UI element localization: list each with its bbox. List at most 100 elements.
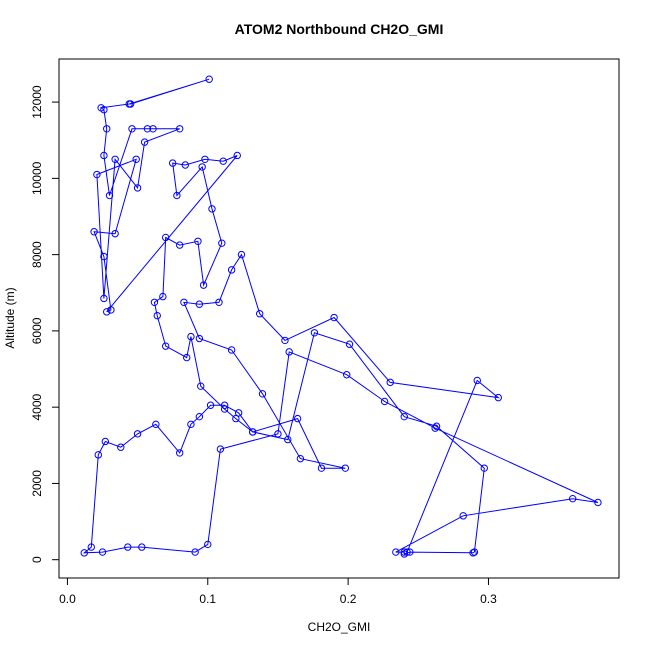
data-point: [107, 306, 115, 314]
x-tick-label: 0.1: [199, 592, 216, 606]
data-point: [98, 548, 107, 556]
data-point: [183, 353, 191, 362]
data-point: [198, 163, 206, 171]
y-axis-label: Altitude (m): [3, 287, 17, 348]
y-tick-label: 6000: [30, 317, 44, 344]
data-point: [100, 252, 108, 261]
data-point: [233, 151, 241, 160]
x-tick-label: 0.0: [59, 592, 76, 606]
data-point: [187, 332, 195, 341]
series-layer: [80, 75, 602, 558]
data-point: [284, 435, 292, 444]
data-point: [100, 106, 108, 114]
data-point: [100, 151, 108, 160]
data-point: [153, 311, 161, 320]
data-point: [341, 464, 350, 472]
data-point: [103, 308, 111, 316]
data-point: [220, 401, 229, 409]
x-axis-label: CH2O_GMI: [308, 620, 371, 634]
data-point: [105, 191, 114, 200]
x-tick-label: 0.2: [340, 592, 357, 606]
data-point: [258, 390, 267, 398]
data-point: [195, 300, 204, 308]
data-point: [117, 443, 125, 451]
data-point: [469, 549, 477, 557]
data-point: [343, 371, 351, 379]
data-point: [140, 138, 149, 146]
data-point: [204, 540, 212, 549]
data-point: [111, 229, 119, 238]
data-point: [180, 298, 188, 306]
data-point: [201, 155, 209, 163]
data-point: [285, 348, 293, 356]
data-point: [345, 340, 354, 348]
data-point: [173, 191, 181, 200]
data-point: [330, 313, 338, 322]
data-point: [234, 409, 243, 417]
data-point: [216, 445, 225, 453]
data-point: [208, 205, 216, 213]
y-tick-label: 0: [30, 556, 44, 563]
data-point: [128, 125, 136, 133]
data-point: [94, 451, 102, 459]
data-point: [432, 422, 441, 430]
x-axis: 0.0 0.1 0.2 0.3: [59, 577, 497, 606]
data-point: [215, 298, 223, 306]
chart-title: ATOM2 Northbound CH2O_GMI: [235, 21, 444, 37]
data-point: [219, 157, 227, 165]
data-point: [281, 336, 289, 345]
data-point: [176, 241, 184, 249]
plot-frame: [58, 58, 620, 579]
y-tick-label: 12000: [30, 85, 44, 119]
data-point: [195, 412, 204, 421]
data-point: [194, 237, 202, 245]
y-tick-label: 8000: [30, 241, 44, 268]
data-point: [197, 382, 205, 390]
data-point: [191, 548, 199, 556]
data-point: [132, 155, 140, 163]
data-point: [187, 420, 195, 429]
series-line: [82, 78, 599, 555]
data-point: [218, 239, 226, 247]
data-point: [176, 125, 184, 133]
y-axis: 0 2000 4000 6000 8000 10000 12000: [30, 85, 60, 563]
data-point: [227, 346, 236, 354]
data-point: [400, 412, 408, 421]
data-point: [133, 184, 142, 192]
data-point: [431, 424, 439, 432]
data-point: [161, 233, 170, 242]
data-point: [480, 464, 488, 472]
data-point: [310, 329, 319, 337]
data-point: [237, 250, 246, 259]
data-point: [149, 125, 157, 133]
data-point: [459, 512, 467, 520]
data-point: [101, 437, 110, 446]
data-point: [568, 494, 577, 503]
data-point: [181, 161, 190, 169]
data-point: [133, 430, 142, 438]
data-point: [195, 334, 204, 343]
data-point: [150, 298, 159, 306]
data-point: [152, 420, 160, 429]
data-point: [159, 292, 167, 301]
data-point: [380, 397, 389, 406]
data-point: [100, 294, 108, 303]
data-point: [168, 159, 177, 167]
data-point: [232, 414, 240, 423]
data-point: [103, 125, 111, 133]
data-point: [274, 430, 282, 438]
data-point: [124, 543, 132, 551]
data-point: [220, 405, 229, 413]
data-point: [206, 401, 215, 409]
data-point: [111, 155, 119, 163]
data-point: [403, 548, 411, 556]
data-point: [199, 281, 208, 289]
data-point: [392, 548, 400, 556]
y-tick-label: 4000: [30, 393, 44, 420]
data-point: [143, 125, 152, 133]
data-point: [80, 549, 88, 557]
data-point: [400, 548, 408, 556]
data-point: [470, 548, 479, 556]
data-point: [296, 454, 305, 463]
